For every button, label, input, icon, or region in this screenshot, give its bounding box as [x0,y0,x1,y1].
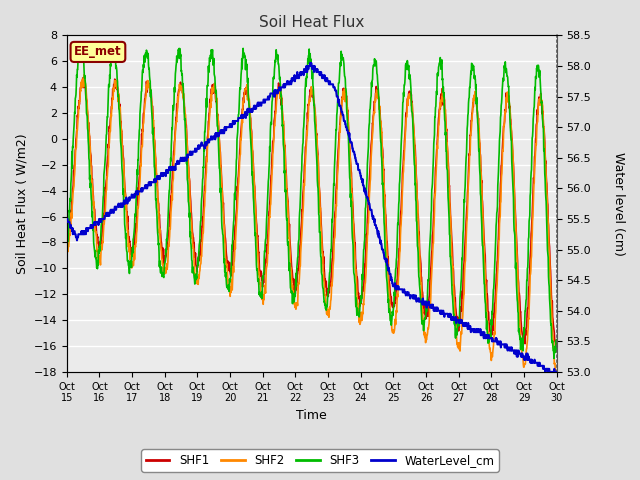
SHF2 [553,370,561,375]
SHF2 [172,121,180,127]
SHF2 [63,244,70,250]
SHF2 [227,289,235,295]
Legend: SHF1, SHF2, SHF3, WaterLevel_cm: SHF1, SHF2, SHF3, WaterLevel_cm [141,449,499,472]
WaterLevel_cm [452,314,460,320]
SHF1 [63,231,70,237]
SHF3 [452,335,460,341]
WaterLevel_cm [495,338,502,344]
WaterLevel_cm [63,216,70,222]
Title: Soil Heat Flux: Soil Heat Flux [259,15,364,30]
Y-axis label: Water level (cm): Water level (cm) [612,152,625,255]
Line: SHF1: SHF1 [67,78,557,345]
Line: WaterLevel_cm: WaterLevel_cm [67,63,557,372]
SHF2 [495,238,502,243]
SHF1 [552,342,559,348]
SHF3 [495,157,502,163]
SHF3 [553,337,561,343]
SHF1 [388,301,396,307]
SHF1 [495,219,502,225]
Line: SHF2: SHF2 [67,75,557,373]
SHF1 [160,255,168,261]
SHF3 [76,42,84,48]
SHF2 [452,322,460,327]
WaterLevel_cm [307,60,314,66]
SHF3 [388,320,396,326]
SHF2 [552,370,560,376]
WaterLevel_cm [388,277,396,283]
SHF1 [553,341,561,347]
SHF2 [80,72,88,78]
WaterLevel_cm [553,369,561,375]
SHF3 [172,63,180,69]
SHF1 [172,115,180,120]
Y-axis label: Soil Heat Flux ( W/m2): Soil Heat Flux ( W/m2) [15,133,28,274]
SHF2 [160,272,168,277]
SHF2 [388,321,396,326]
WaterLevel_cm [160,170,168,176]
SHF1 [452,304,460,310]
SHF1 [79,75,86,81]
X-axis label: Time: Time [296,409,327,422]
SHF3 [550,356,558,361]
SHF3 [63,251,70,257]
WaterLevel_cm [172,161,180,167]
WaterLevel_cm [227,121,234,127]
SHF3 [227,272,235,277]
Line: SHF3: SHF3 [67,45,557,359]
SHF1 [227,273,235,279]
WaterLevel_cm [541,369,549,375]
Text: EE_met: EE_met [74,46,122,59]
SHF3 [160,267,168,273]
